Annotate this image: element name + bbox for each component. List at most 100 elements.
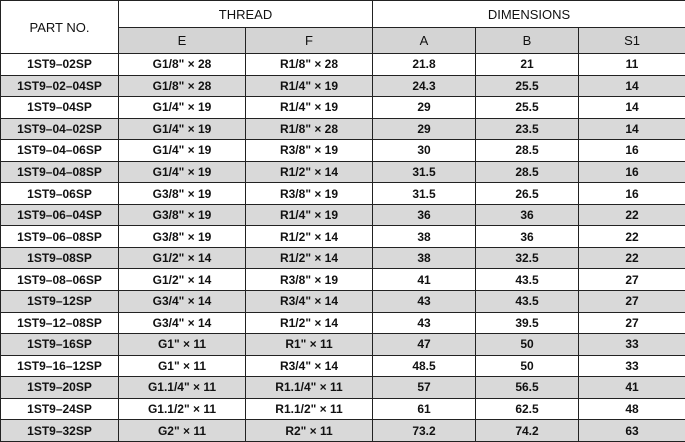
table-cell: R1/2" × 14 xyxy=(246,247,373,269)
table-cell: R1/2" × 14 xyxy=(246,161,373,183)
table-cell: G1" × 11 xyxy=(119,334,246,356)
table-cell: 29 xyxy=(373,118,476,140)
table-cell: R3/8" × 19 xyxy=(246,140,373,162)
table-cell: 61 xyxy=(373,398,476,420)
table-cell: 1ST9–08SP xyxy=(1,247,119,269)
table-cell: 22 xyxy=(579,226,685,248)
table-cell: R3/4" × 14 xyxy=(246,355,373,377)
table-cell: G1/8" × 28 xyxy=(119,75,246,97)
table-cell: 63 xyxy=(579,420,685,442)
table-cell: 36 xyxy=(476,204,579,226)
table-cell: G1" × 11 xyxy=(119,355,246,377)
table-cell: 50 xyxy=(476,355,579,377)
table-cell: R1.1/2" × 11 xyxy=(246,398,373,420)
table-cell: 32.5 xyxy=(476,247,579,269)
table-cell: 1ST9–04SP xyxy=(1,97,119,119)
table-cell: R1/8" × 28 xyxy=(246,54,373,76)
table-cell: 29 xyxy=(373,97,476,119)
table-cell: R1/2" × 14 xyxy=(246,226,373,248)
table-cell: G3/8" × 19 xyxy=(119,183,246,205)
table-cell: R1/4" × 19 xyxy=(246,97,373,119)
table-cell: R3/4" × 14 xyxy=(246,291,373,313)
table-cell: 41 xyxy=(373,269,476,291)
table-cell: 43 xyxy=(373,312,476,334)
table-cell: G3/4" × 14 xyxy=(119,291,246,313)
table-cell: 1ST9–04–06SP xyxy=(1,140,119,162)
table-cell: 28.5 xyxy=(476,161,579,183)
table-cell: R1/4" × 19 xyxy=(246,75,373,97)
table-cell: 1ST9–02–04SP xyxy=(1,75,119,97)
table-cell: 1ST9–06–04SP xyxy=(1,204,119,226)
table-cell: 1ST9–12SP xyxy=(1,291,119,313)
table-cell: 50 xyxy=(476,334,579,356)
table-cell: 73.2 xyxy=(373,420,476,442)
header-cell: PART NO. xyxy=(1,1,119,54)
header-cell: S1 xyxy=(579,28,685,54)
table-cell: 38 xyxy=(373,226,476,248)
header-row: PART NO. THREAD DIMENSIONS xyxy=(1,1,685,28)
header-cell: THREAD xyxy=(119,1,373,28)
table-cell: 31.5 xyxy=(373,161,476,183)
table-cell: 1ST9–12–08SP xyxy=(1,312,119,334)
table-cell: 1ST9–02SP xyxy=(1,54,119,76)
table-cell: 23.5 xyxy=(476,118,579,140)
table-cell: 26.5 xyxy=(476,183,579,205)
table-cell: 1ST9–20SP xyxy=(1,377,119,399)
table-cell: 16 xyxy=(579,183,685,205)
table-cell: G1/2" × 14 xyxy=(119,269,246,291)
header-cell: B xyxy=(476,28,579,54)
header-cell: A xyxy=(373,28,476,54)
table-cell: R3/8" × 19 xyxy=(246,183,373,205)
table-cell: 43 xyxy=(373,291,476,313)
table-cell: 38 xyxy=(373,247,476,269)
table-cell: 48.5 xyxy=(373,355,476,377)
table-cell: G1/4" × 19 xyxy=(119,161,246,183)
table-cell: 27 xyxy=(579,291,685,313)
table-cell: 62.5 xyxy=(476,398,579,420)
table-cell: G1/4" × 19 xyxy=(119,97,246,119)
table-cell: 16 xyxy=(579,140,685,162)
table-cell: 36 xyxy=(373,204,476,226)
header-cell: E xyxy=(119,28,246,54)
table-cell: 43.5 xyxy=(476,269,579,291)
table-cell: 1ST9–16SP xyxy=(1,334,119,356)
table-cell: 21.8 xyxy=(373,54,476,76)
table-cell: 1ST9–24SP xyxy=(1,398,119,420)
table-cell: 14 xyxy=(579,118,685,140)
table-cell: 1ST9–04–08SP xyxy=(1,161,119,183)
table-cell: R1/8" × 28 xyxy=(246,118,373,140)
table-cell: 14 xyxy=(579,75,685,97)
table-cell: 36 xyxy=(476,226,579,248)
table-cell: R3/8" × 19 xyxy=(246,269,373,291)
table-cell: 1ST9–08–06SP xyxy=(1,269,119,291)
table-cell: R1/2" × 14 xyxy=(246,312,373,334)
table-cell: 33 xyxy=(579,355,685,377)
table-cell: G3/4" × 14 xyxy=(119,312,246,334)
table-cell: 25.5 xyxy=(476,75,579,97)
table-cell: 22 xyxy=(579,204,685,226)
table-cell: 31.5 xyxy=(373,183,476,205)
table-cell: G1/2" × 14 xyxy=(119,247,246,269)
table-cell: 27 xyxy=(579,312,685,334)
table-cell: 1ST9–06SP xyxy=(1,183,119,205)
table-cell: 25.5 xyxy=(476,97,579,119)
table-cell: G1/4" × 19 xyxy=(119,140,246,162)
table-cell: G3/8" × 19 xyxy=(119,204,246,226)
